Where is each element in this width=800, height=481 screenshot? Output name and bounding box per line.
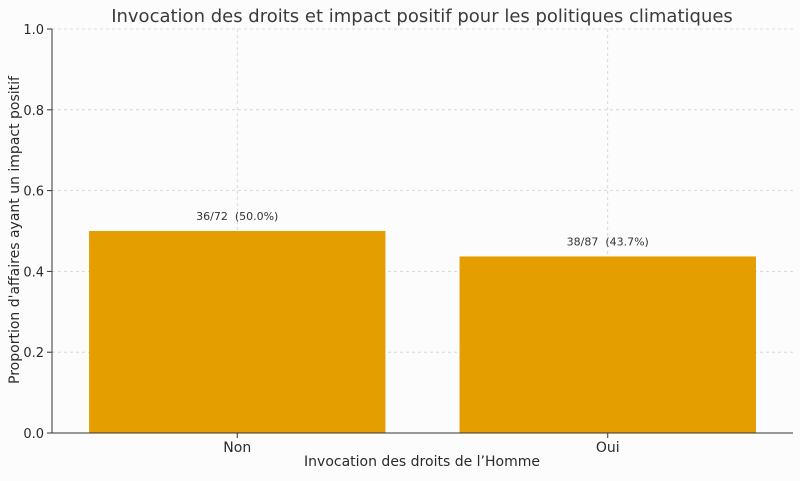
bars — [89, 231, 756, 433]
x-tick-label: Oui — [596, 440, 620, 456]
bar-data-label: 36/72 (50.0%) — [196, 210, 278, 223]
bar-non — [89, 231, 386, 433]
axes — [47, 28, 793, 438]
x-axis-label: Invocation des droits de l’Homme — [304, 454, 540, 470]
y-tick-label: 1.0 — [23, 23, 44, 38]
labels: 0.0 0.2 0.4 0.6 0.8 1.0 36/72 (50.0%) Non 38/87 … — [23, 23, 649, 456]
y-tick-label: 0.0 — [23, 427, 44, 442]
y-tick-label: 0.6 — [23, 185, 44, 200]
y-tick-label: 0.4 — [23, 265, 44, 280]
y-tick-label: 0.8 — [23, 104, 44, 119]
chart-title: Invocation des droits et impact positif … — [111, 6, 733, 27]
bar-oui — [459, 256, 756, 433]
y-tick-label: 0.2 — [23, 346, 44, 361]
bar-data-label: 38/87 (43.7%) — [567, 235, 649, 248]
x-tick-label: Non — [223, 440, 251, 456]
y-axis-label: Proportion d'affaires ayant un impact po… — [7, 75, 23, 384]
